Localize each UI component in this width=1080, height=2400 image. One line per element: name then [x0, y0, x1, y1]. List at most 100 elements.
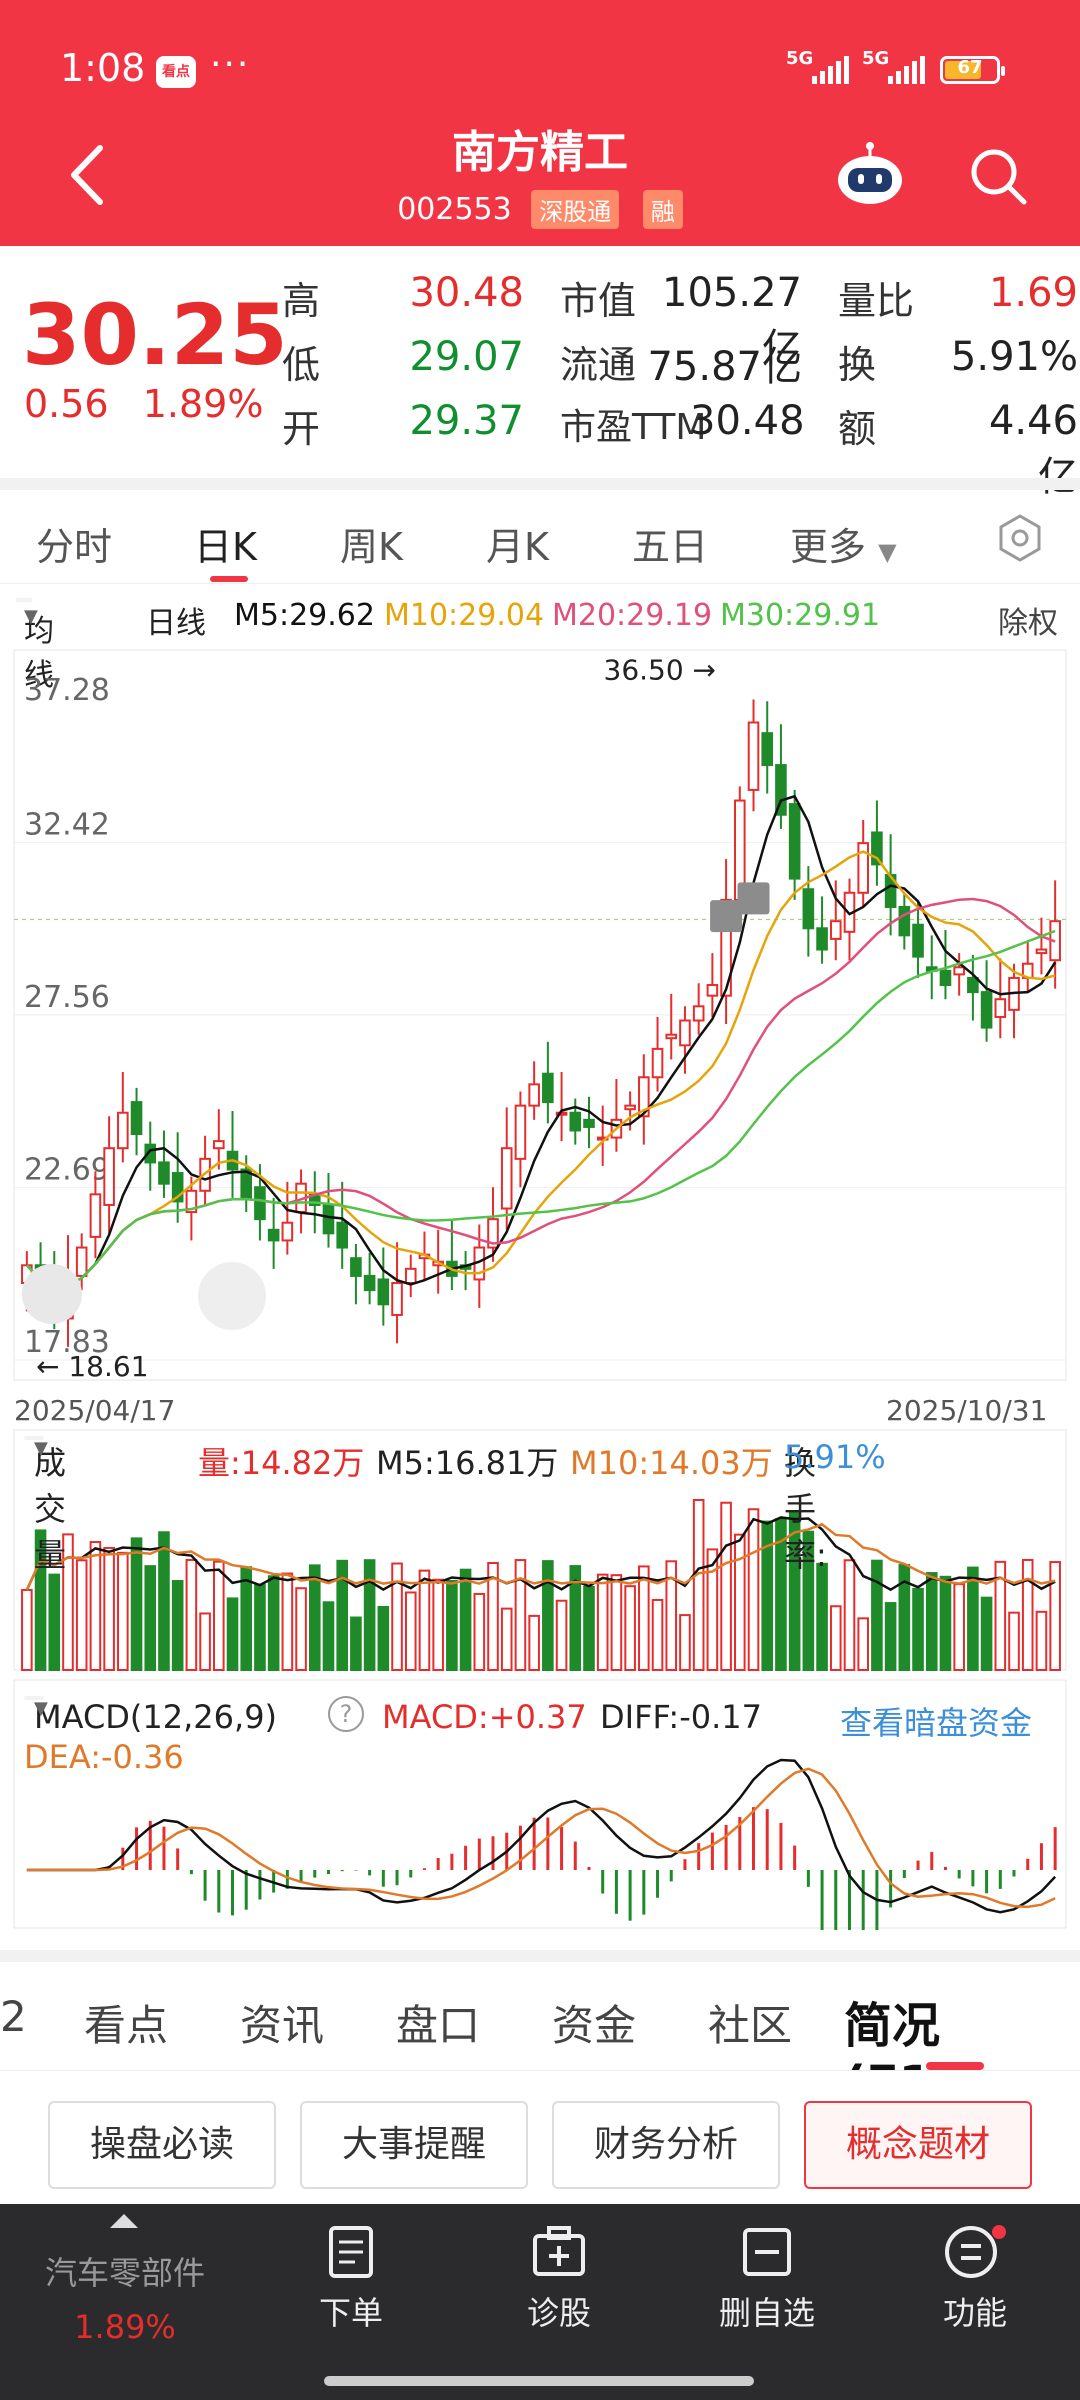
candle-body: [939, 969, 952, 987]
tab-daily-k[interactable]: 日K: [194, 525, 257, 569]
volume-bar: [651, 1598, 664, 1672]
chevron-down-icon: ▼: [878, 538, 897, 566]
concept-theme-button[interactable]: 概念题材: [804, 2101, 1032, 2189]
expand-up-icon[interactable]: [110, 2214, 138, 2228]
volume-bar: [775, 1518, 787, 1671]
robot-assistant-icon[interactable]: [834, 138, 906, 210]
volume-bar: [432, 1578, 444, 1671]
price-change: 0.56 1.89%: [24, 382, 285, 426]
turnover-value: 5.91%: [950, 334, 1078, 380]
candle-body: [857, 842, 869, 894]
volume-bar: [692, 1499, 705, 1671]
status-bar: 1:08 看点 ··· 5G 5G 67: [0, 0, 1080, 130]
header: 1:08 看点 ··· 5G 5G 67 南方精工 002553 深股通 融: [0, 0, 1080, 246]
tab-funds[interactable]: 资金: [552, 2001, 637, 2050]
volume-bar: [967, 1566, 979, 1672]
candle-body: [404, 1267, 417, 1285]
x-start-date: 2025/04/17: [14, 1394, 176, 1427]
volume-bar: [254, 1583, 266, 1672]
remove-icon: [743, 2228, 791, 2276]
volume-bar: [925, 1572, 938, 1671]
volume-bar: [747, 1508, 760, 1672]
candle-body: [363, 1274, 376, 1292]
macd-selector[interactable]: MACD(12,26,9) ▼: [24, 1696, 277, 1736]
volume-bar: [596, 1573, 609, 1672]
tab-five-day[interactable]: 五日: [632, 525, 709, 569]
candle-body: [281, 1221, 294, 1242]
sell-marker: [737, 882, 770, 915]
volume-bar: [21, 1588, 33, 1672]
fullscreen-icon: [198, 1262, 266, 1330]
candle-body: [336, 1221, 348, 1249]
tab-more[interactable]: 更多 ▼: [790, 525, 897, 569]
volume-bar: [994, 1560, 1007, 1671]
volume-bar: [226, 1597, 239, 1672]
tab-news[interactable]: 资讯: [240, 2001, 325, 2050]
tab-partial[interactable]: 2: [0, 1992, 27, 2041]
tab-intraday[interactable]: 分时: [36, 525, 113, 569]
events-button[interactable]: 大事提醒: [300, 2101, 528, 2189]
candle-body: [569, 1111, 582, 1132]
tab-highlights[interactable]: 看点: [84, 2001, 169, 2050]
pe-value: 30.48: [690, 398, 805, 444]
candle-body: [117, 1111, 129, 1150]
turnover-label: 换: [838, 343, 877, 387]
tab-monthly-k[interactable]: 月K: [486, 525, 549, 569]
trading-guide-button[interactable]: 操盘必读: [48, 2101, 276, 2189]
tab-orderbook[interactable]: 盘口: [396, 2001, 481, 2050]
functions-button[interactable]: 功能: [900, 2224, 1050, 2334]
kline-chart[interactable]: 37.28 32.42 27.56 22.69 17.83 36.50 → ← 18.61: [0, 640, 1080, 1930]
ma20-line: [25, 897, 1056, 1291]
candle-body: [679, 1019, 691, 1047]
candle-body: [144, 1143, 157, 1164]
min-price-label: ← 18.61: [36, 1350, 149, 1383]
volume-bar: [199, 1612, 211, 1672]
volume-bar: [171, 1580, 184, 1671]
margin-badge: 融: [642, 190, 683, 229]
settings-icon[interactable]: [994, 512, 1046, 564]
quote-panel: 30.25 0.56 1.89% 高 30.48 低 29.07 开 29.37…: [0, 246, 1080, 500]
high-value: 30.48: [409, 270, 524, 316]
volume-bar: [665, 1560, 678, 1671]
volume-bar: [144, 1565, 157, 1671]
volume-bar: [884, 1602, 897, 1671]
candle-body: [898, 905, 911, 937]
volume-selector[interactable]: 成交量 ▼: [24, 1436, 66, 1574]
search-icon[interactable]: [966, 144, 1030, 208]
volume-bar: [734, 1533, 746, 1671]
volume-bar: [418, 1569, 431, 1672]
diagnose-button[interactable]: 诊股: [484, 2224, 634, 2334]
remove-watchlist-button[interactable]: 删自选: [692, 2224, 842, 2334]
back-icon[interactable]: [60, 140, 120, 210]
hk-connect-badge: 深股通: [531, 190, 620, 229]
chevron-down-icon: ▼: [24, 606, 38, 627]
candle-body: [514, 1104, 527, 1160]
candle-body: [706, 984, 719, 997]
candle-body: [638, 1076, 650, 1118]
candle-body: [500, 1147, 513, 1210]
ex-rights-toggle[interactable]: 除权: [998, 606, 1058, 641]
financial-analysis-button[interactable]: 财务分析: [552, 2101, 780, 2189]
volume-bar: [473, 1592, 486, 1672]
ma10-line: [25, 850, 1056, 1291]
volume-bar: [185, 1558, 198, 1671]
last-price: 30.25: [22, 286, 288, 384]
sector-name[interactable]: 汽车零部件: [44, 2254, 205, 2292]
dark-pool-link[interactable]: 查看暗盘资金: [840, 1704, 1033, 1742]
tab-weekly-k[interactable]: 周K: [340, 525, 403, 569]
diagnose-label: 诊股: [526, 2294, 591, 2332]
order-button[interactable]: 下单: [276, 2224, 426, 2334]
low-label: 低: [282, 343, 321, 387]
candle-body: [651, 1047, 664, 1079]
ma-selector[interactable]: 均线 ▼: [16, 598, 54, 693]
float-value: 75.87亿: [647, 344, 802, 390]
tab-community[interactable]: 社区: [708, 2001, 793, 2050]
volume-bar: [34, 1529, 47, 1671]
help-icon[interactable]: ?: [328, 1696, 364, 1732]
candle-body: [103, 1147, 115, 1206]
volume-bar: [542, 1560, 554, 1671]
volume-bar: [75, 1559, 88, 1671]
functions-label: 功能: [942, 2294, 1007, 2332]
dea-line: [26, 1767, 1056, 1909]
